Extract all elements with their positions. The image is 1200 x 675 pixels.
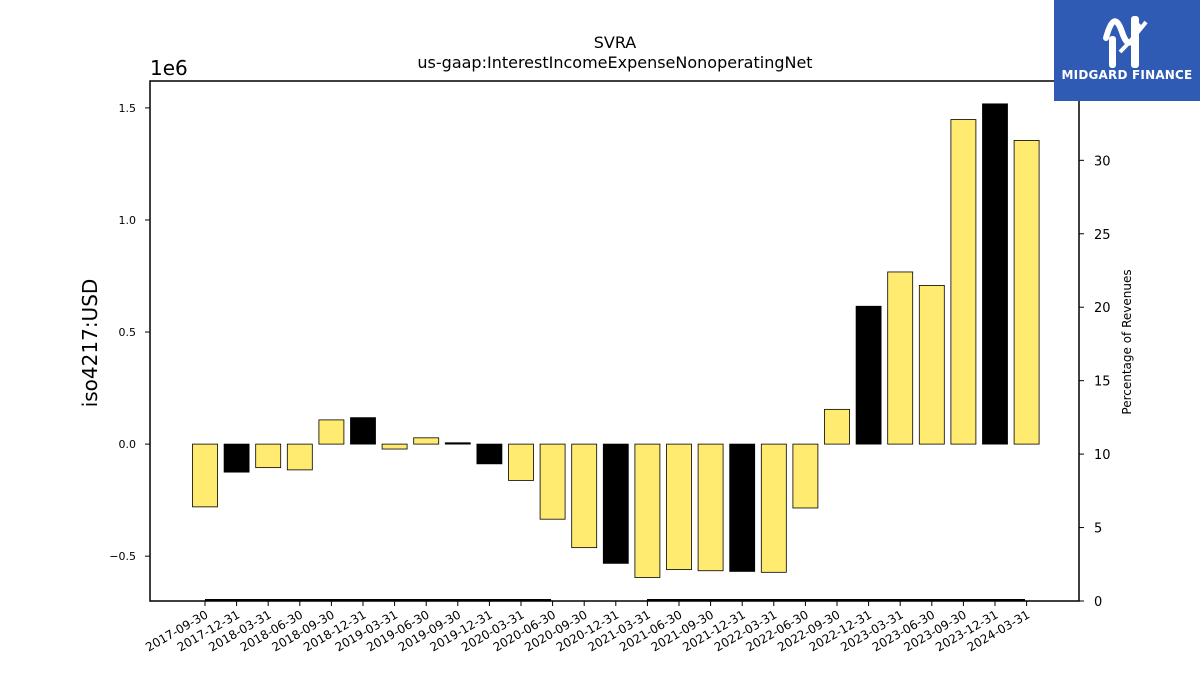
bar-2020-12-31 [602,443,629,564]
bar-2022-03-31 [760,443,787,573]
bar-2019-03-31 [381,443,408,450]
y2-tick-label: 10 [1094,448,1111,463]
y-tick-label: 1.0 [119,214,137,227]
y-scale-label: 1e6 [150,56,188,80]
bar-2018-03-31 [255,443,282,469]
y2-axis-label: Percentage of Revenues [1120,269,1134,414]
bar-2019-12-31 [476,443,503,465]
bar-2021-09-30 [697,443,724,572]
y2-tick-label: 15 [1094,375,1111,390]
x-axis-ticks: 2017-09-302017-12-312018-03-312018-06-30… [143,601,1032,654]
bars-group [192,103,1040,601]
bar-2018-06-30 [286,443,313,471]
bar-2023-03-31 [887,271,914,445]
bar-2022-12-31 [855,305,882,445]
y-tick-label: 0.5 [119,326,137,339]
midgard-finance-logo: MIDGARD FINANCE [1054,0,1200,101]
bar-2024-03-31 [1013,139,1040,445]
bar-2021-03-31 [634,443,661,578]
bar-2020-09-30 [571,443,598,549]
y2-axis-ticks: 0 5 10 15 20 25 30 [1079,154,1111,610]
bar-2022-09-30 [824,408,850,445]
y2-tick-label: 0 [1094,595,1102,610]
chart-subtitle: us-gaap:InterestIncomeExpenseNonoperatin… [417,53,813,72]
bar-2023-06-30 [918,285,945,445]
bar-2017-09-30 [192,443,218,508]
bar-2020-03-31 [508,443,534,481]
bar-2023-12-31 [982,103,1008,445]
bar-2019-06-30 [413,437,440,445]
bar-2023-09-30 [950,119,977,445]
midgard-logo-icon [1103,16,1148,68]
bar-2019-09-30 [444,442,471,445]
y-tick-label: 0.0 [119,438,137,451]
y2-tick-label: 30 [1094,154,1111,169]
bar-2018-12-31 [350,417,376,445]
y-tick-label: −0.5 [109,550,136,563]
y2-tick-label: 20 [1094,301,1111,316]
plot-frame [149,80,1080,602]
y-tick-label: 1.5 [119,102,137,115]
y2-tick-label: 25 [1094,228,1111,243]
y-axis-label: iso4217:USD [78,279,102,408]
y2-tick-label: 5 [1094,522,1102,537]
bar-2017-12-31 [223,443,250,473]
bar-2020-06-30 [539,443,566,520]
bar-2018-09-30 [318,419,345,445]
chart-title: SVRA [593,33,637,52]
bar-2022-06-30 [792,443,819,509]
bar-2021-12-31 [729,443,756,572]
logo-text: MIDGARD FINANCE [1061,68,1193,82]
y-axis-ticks: −0.5 0.0 0.5 1.0 1.5 [109,102,150,563]
bar-2021-06-30 [666,443,692,571]
